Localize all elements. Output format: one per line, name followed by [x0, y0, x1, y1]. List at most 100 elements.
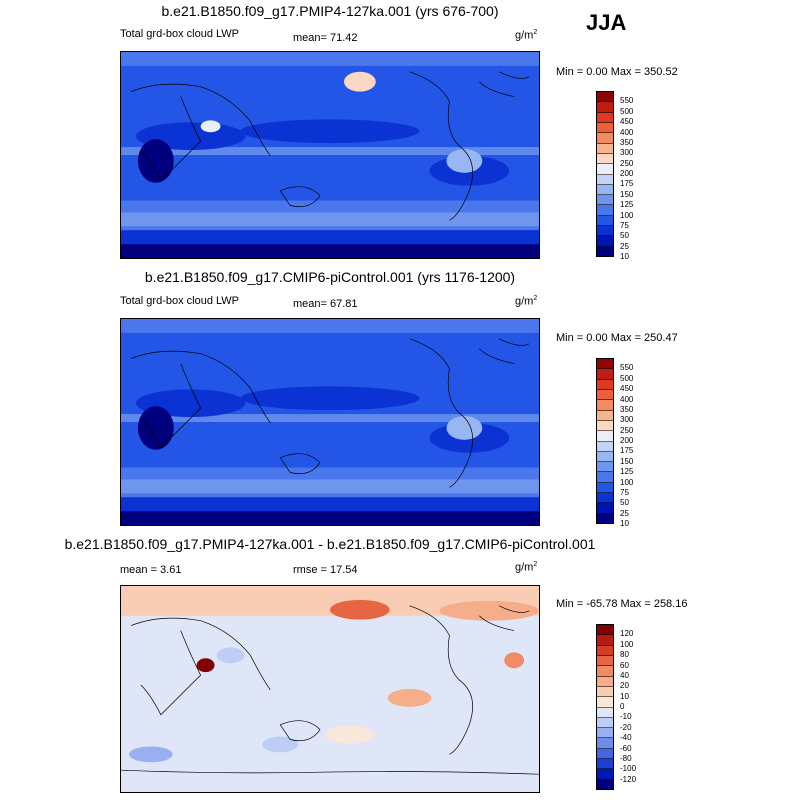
colorbar-swatch — [597, 779, 613, 789]
colorbar-swatch — [597, 226, 613, 237]
colorbar-swatch — [597, 625, 613, 636]
colorbar-swatch — [597, 728, 613, 739]
panel3-units: g/m2 — [515, 561, 538, 574]
colorbar-swatch — [597, 195, 613, 206]
colorbar-swatch — [597, 184, 613, 196]
panel3-title: b.e21.B1850.f09_g17.PMIP4-127ka.001 - b.… — [64, 536, 596, 552]
colorbar-swatch — [597, 769, 613, 780]
colorbar-label: 120 — [620, 629, 634, 639]
colorbar-swatch — [597, 472, 613, 483]
colorbar-swatch — [597, 379, 613, 390]
colorbar-label: 450 — [620, 117, 634, 127]
panel1-map — [120, 51, 540, 259]
colorbar-swatch — [597, 666, 613, 677]
colorbar-swatch — [597, 389, 613, 401]
colorbar-swatch — [597, 359, 613, 370]
colorbar-label: 25 — [620, 241, 629, 251]
colorbar-label: 60 — [620, 660, 629, 670]
colorbar-swatch — [597, 410, 613, 421]
panel1-title: b.e21.B1850.f09_g17.PMIP4-127ka.001 (yrs… — [161, 3, 499, 19]
colorbar-label: 300 — [620, 148, 634, 158]
panel3-minmax: Min = -65.78 Max = 258.16 — [556, 598, 688, 610]
colorbar-label: 550 — [620, 96, 634, 106]
colorbar-swatch — [597, 420, 613, 432]
colorbar-label: 250 — [620, 158, 634, 168]
colorbar-label: 200 — [620, 169, 634, 178]
panel1-minmax: Min = 0.00 Max = 350.52 — [556, 66, 678, 78]
panel3-colorbar — [596, 624, 614, 790]
colorbar-swatch — [597, 164, 613, 175]
panel1-units: g/m2 — [515, 29, 538, 42]
colorbar-swatch — [597, 655, 613, 667]
colorbar-label: 75 — [620, 487, 629, 497]
colorbar-label: 125 — [620, 200, 634, 210]
colorbar-swatch — [597, 738, 613, 749]
colorbar-swatch — [597, 676, 613, 687]
colorbar-swatch — [597, 482, 613, 494]
colorbar-label: -10 — [620, 712, 632, 722]
colorbar-label: 0 — [620, 702, 625, 711]
colorbar-label: 250 — [620, 425, 634, 435]
colorbar-swatch — [597, 748, 613, 760]
colorbar-label: 100 — [620, 477, 634, 487]
colorbar-label: 175 — [620, 446, 634, 456]
colorbar-swatch — [597, 451, 613, 463]
colorbar-swatch — [597, 697, 613, 708]
colorbar-label: -120 — [620, 774, 637, 784]
colorbar-label: -20 — [620, 722, 632, 732]
panel2-units: g/m2 — [515, 295, 538, 308]
colorbar-swatch — [597, 133, 613, 144]
colorbar-swatch — [597, 431, 613, 442]
colorbar-label: -100 — [620, 764, 637, 774]
season-label: JJA — [586, 10, 627, 35]
colorbar-label: 10 — [620, 252, 629, 261]
panel2-colorbar — [596, 358, 614, 524]
colorbar-label: 450 — [620, 384, 634, 394]
panel3-map — [120, 585, 540, 793]
colorbar-swatch — [597, 102, 613, 113]
colorbar-label: 150 — [620, 456, 634, 466]
colorbar-label: 10 — [620, 691, 629, 701]
panel1-colorbar — [596, 91, 614, 257]
colorbar-swatch — [597, 122, 613, 134]
colorbar-swatch — [597, 215, 613, 227]
panel1-variable-label: Total grd-box cloud LWP — [120, 28, 240, 40]
colorbar-label: 20 — [620, 681, 629, 691]
colorbar-label: 500 — [620, 373, 634, 383]
colorbar-label: -60 — [620, 743, 632, 753]
colorbar-swatch — [597, 462, 613, 473]
colorbar-swatch — [597, 759, 613, 770]
colorbar-label: 50 — [620, 498, 629, 508]
colorbar-swatch — [597, 707, 613, 718]
colorbar-label: -80 — [620, 753, 632, 763]
colorbar-swatch — [597, 686, 613, 698]
colorbar-label: 125 — [620, 467, 634, 477]
colorbar-label: -40 — [620, 733, 632, 743]
panel2-mean: mean= 67.81 — [293, 298, 358, 310]
colorbar-label: 75 — [620, 220, 629, 230]
colorbar-label: 175 — [620, 179, 634, 189]
panel2-variable-label: Total grd-box cloud LWP — [120, 295, 240, 307]
colorbar-swatch — [597, 400, 613, 411]
colorbar-swatch — [597, 174, 613, 185]
colorbar-label: 40 — [620, 670, 629, 680]
colorbar-swatch — [597, 493, 613, 504]
colorbar-label: 400 — [620, 127, 634, 137]
colorbar-swatch — [597, 153, 613, 165]
colorbar-label: 100 — [620, 639, 634, 649]
colorbar-swatch — [597, 441, 613, 452]
colorbar-swatch — [597, 112, 613, 123]
colorbar-label: 25 — [620, 508, 629, 518]
colorbar-swatch — [597, 92, 613, 103]
panel1-mean: mean= 71.42 — [293, 32, 358, 44]
colorbar-label: 200 — [620, 436, 634, 445]
colorbar-label: 550 — [620, 363, 634, 373]
colorbar-swatch — [597, 236, 613, 247]
colorbar-swatch — [597, 143, 613, 154]
colorbar-label: 50 — [620, 231, 629, 241]
colorbar-label: 10 — [620, 519, 629, 528]
colorbar-label: 400 — [620, 394, 634, 404]
colorbar-label: 100 — [620, 210, 634, 220]
colorbar-swatch — [597, 645, 613, 656]
colorbar-label: 500 — [620, 106, 634, 116]
